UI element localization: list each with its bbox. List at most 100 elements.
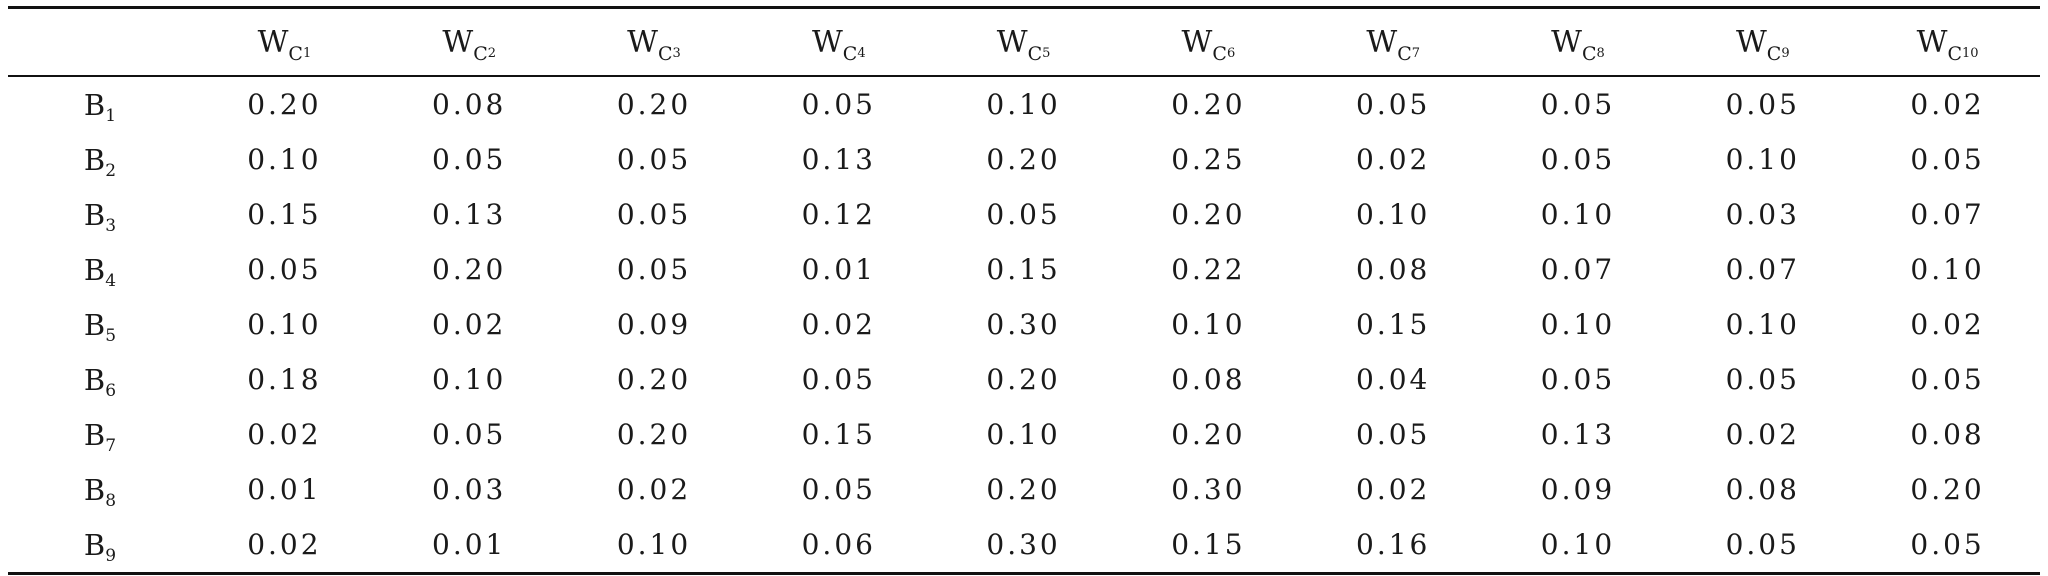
row-label: B4 [8, 242, 192, 297]
table-cell: 0.15 [801, 418, 876, 451]
row-label-sub: 7 [105, 435, 117, 456]
table-row: B1 0.20 0.08 0.20 0.05 0.10 0.20 0.05 0.05 0.05 0.… [8, 76, 2040, 132]
table-cell: 0.07 [1910, 198, 1985, 231]
table-cell: 0.05 [1910, 143, 1985, 176]
table-cell: 0.10 [247, 143, 322, 176]
column-header-sub: C [1947, 42, 1962, 65]
table-cell: 0.02 [247, 418, 322, 451]
table-cell: 0.04 [1356, 363, 1431, 396]
table-cell: 0.10 [986, 418, 1061, 451]
row-label-base: B [83, 142, 106, 177]
table-cell: 0.07 [1725, 253, 1800, 286]
row-label-base: B [83, 417, 106, 452]
table-cell: 0.12 [801, 198, 876, 231]
table-cell: 0.05 [801, 363, 876, 396]
table-cell: 0.16 [1356, 528, 1431, 561]
table-row: B6 0.18 0.10 0.20 0.05 0.20 0.08 0.04 0.05 0.05 0.… [8, 352, 2040, 407]
table-cell: 0.10 [1171, 308, 1246, 341]
table-header: WC1 WC2 WC3 WC4 WC5 WC6 WC7 WC8 WC9 WC10 [8, 7, 2040, 77]
table-cell: 0.10 [1725, 143, 1800, 176]
column-header-sub: C [288, 42, 303, 65]
column-header-base: W [442, 24, 474, 60]
column-header: WC10 [1855, 8, 2040, 77]
table-row: B9 0.02 0.01 0.10 0.06 0.30 0.15 0.16 0.10 0.05 0.… [8, 517, 2040, 574]
column-header: WC4 [746, 8, 931, 77]
table-row: B5 0.10 0.02 0.09 0.02 0.30 0.10 0.15 0.10 0.10 0.… [8, 297, 2040, 352]
table-cell: 0.03 [432, 473, 507, 506]
row-label-sub: 5 [105, 325, 117, 346]
column-header-sub: C [658, 42, 673, 65]
row-label: B3 [8, 187, 192, 242]
table-cell: 0.10 [1540, 528, 1616, 561]
table-cell: 0.09 [616, 308, 692, 341]
table-cell: 0.05 [432, 418, 507, 451]
table-cell: 0.05 [1725, 88, 1800, 121]
table-cell: 0.10 [1540, 308, 1616, 341]
table-cell: 0.01 [801, 253, 876, 286]
table-cell: 0.03 [1725, 198, 1800, 231]
table-cell: 0.02 [1725, 418, 1800, 451]
column-header-subsub: 10 [1962, 45, 1979, 61]
column-header-sub: C [1397, 42, 1412, 65]
table-cell: 0.15 [1356, 308, 1431, 341]
weights-table-container: WC1 WC2 WC3 WC4 WC5 WC6 WC7 WC8 WC9 WC10 B1 0.20 0.… [8, 6, 2040, 575]
table-body: B1 0.20 0.08 0.20 0.05 0.10 0.20 0.05 0.05 0.05 0.… [8, 76, 2040, 574]
weights-table: WC1 WC2 WC3 WC4 WC5 WC6 WC7 WC8 WC9 WC10 B1 0.20 0.… [8, 6, 2040, 575]
row-label-base: B [83, 87, 106, 122]
column-header-sub: C [473, 42, 488, 65]
column-header-sub: C [1766, 42, 1782, 65]
row-label-base: B [83, 527, 106, 562]
table-cell: 0.20 [1171, 198, 1246, 231]
table-cell: 0.05 [616, 198, 692, 231]
row-label-sub: 3 [105, 215, 117, 236]
table-cell: 0.02 [1356, 473, 1431, 506]
column-header-subsub: 9 [1781, 45, 1790, 61]
table-cell: 0.02 [1356, 143, 1431, 176]
row-label: B9 [8, 517, 192, 574]
table-cell: 0.05 [1725, 528, 1800, 561]
column-header-base: W [627, 24, 658, 60]
table-cell: 0.01 [247, 473, 322, 506]
table-cell: 0.10 [616, 528, 692, 561]
column-header: WC2 [377, 8, 562, 77]
column-header-base: W [811, 24, 843, 60]
column-header: WC8 [1486, 8, 1671, 77]
header-row: WC1 WC2 WC3 WC4 WC5 WC6 WC7 WC8 WC9 WC10 [8, 7, 2040, 77]
column-header: WC7 [1301, 8, 1486, 77]
column-header: WC1 [192, 8, 377, 77]
table-cell: 0.07 [1540, 253, 1616, 286]
column-header-sub: C [842, 42, 858, 65]
table-cell: 0.02 [247, 528, 322, 561]
column-header: WC9 [1670, 8, 1855, 77]
row-label-base: B [83, 252, 106, 287]
table-cell: 0.08 [1171, 363, 1246, 396]
table-cell: 0.30 [986, 528, 1061, 561]
row-label-sub: 4 [105, 270, 117, 291]
row-label: B7 [8, 407, 192, 462]
row-label: B1 [8, 76, 192, 132]
row-label-sub: 6 [105, 380, 117, 401]
table-cell: 0.05 [1540, 88, 1616, 121]
table-cell: 0.05 [801, 473, 876, 506]
table-cell: 0.20 [247, 88, 322, 121]
table-cell: 0.08 [1725, 473, 1800, 506]
table-cell: 0.01 [432, 528, 507, 561]
column-header-subsub: 7 [1411, 45, 1421, 61]
table-cell: 0.05 [616, 143, 692, 176]
table-cell: 0.02 [801, 308, 876, 341]
row-label-base: B [83, 307, 106, 342]
column-header-base: W [1366, 24, 1398, 60]
table-cell: 0.13 [801, 143, 876, 176]
table-cell: 0.10 [986, 88, 1061, 121]
table-cell: 0.20 [1910, 473, 1985, 506]
table-cell: 0.30 [986, 308, 1061, 341]
table-cell: 0.20 [1171, 418, 1246, 451]
table-cell: 0.08 [1910, 418, 1985, 451]
table-cell: 0.25 [1171, 143, 1246, 176]
table-cell: 0.20 [616, 418, 692, 451]
table-cell: 0.09 [1540, 473, 1616, 506]
column-header-subsub: 6 [1226, 45, 1236, 61]
column-header: WC3 [562, 8, 747, 77]
column-header-base: W [1551, 24, 1582, 60]
row-label: B5 [8, 297, 192, 352]
